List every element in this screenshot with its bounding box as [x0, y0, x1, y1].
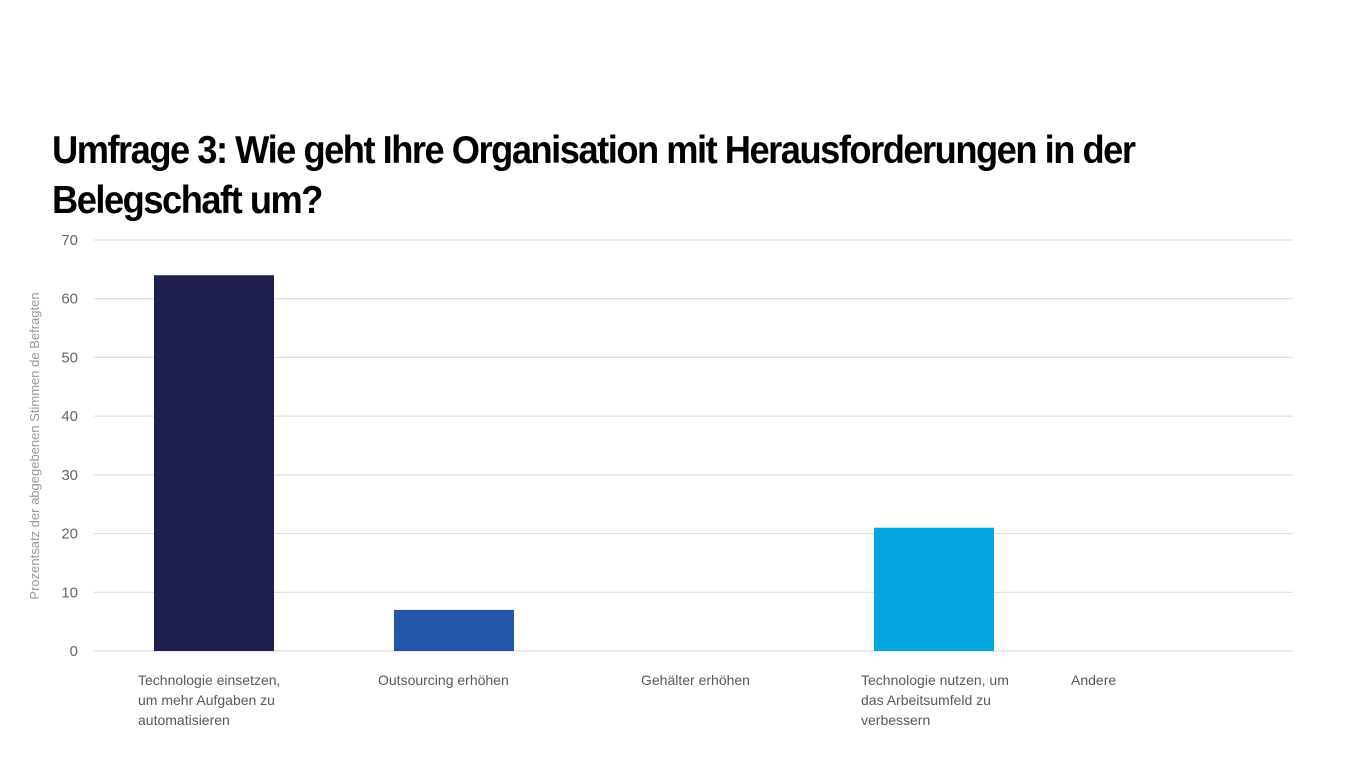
- x-category-label: Andere: [1071, 672, 1116, 688]
- y-tick-label: 20: [61, 526, 78, 543]
- x-category-label-line: Outsourcing erhöhen: [378, 672, 509, 688]
- x-category-label-line: das Arbeitsumfeld zu: [861, 692, 991, 708]
- y-tick-label: 50: [61, 349, 78, 366]
- bar-1: [154, 275, 274, 651]
- y-tick-label: 0: [70, 643, 78, 660]
- x-category-label-line: Technologie nutzen, um: [861, 672, 1009, 688]
- x-category-label-line: verbessern: [861, 712, 930, 728]
- y-axis-title: Prozentsatz der abgegebenen Stimmen de B…: [27, 292, 42, 599]
- bar-2: [394, 609, 514, 651]
- x-category-label-line: Technologie einsetzen,: [138, 672, 280, 688]
- x-category-label: Technologie einsetzen, um mehr Aufgaben z…: [138, 672, 280, 728]
- y-tick-label: 60: [61, 291, 78, 308]
- x-category-label: Technologie nutzen, um das Arbeitsumfeld …: [861, 672, 1009, 728]
- y-tick-label: 40: [61, 408, 78, 425]
- chart-title: Umfrage 3: Wie geht Ihre Organisation mi…: [52, 129, 1136, 222]
- x-category-label: Outsourcing erhöhen: [378, 672, 509, 688]
- x-category-label-line: Gehälter erhöhen: [641, 672, 750, 688]
- y-tick-label: 10: [61, 584, 78, 601]
- x-category-label-line: um mehr Aufgaben zu: [138, 692, 275, 708]
- y-axis-ticks: 0 10 20 30 40 50 60 70: [61, 232, 78, 660]
- bars: [154, 275, 994, 651]
- gridlines: [94, 239, 1293, 652]
- x-category-label: Gehälter erhöhen: [641, 672, 750, 688]
- x-category-label-line: Andere: [1071, 672, 1116, 688]
- bar-4: [874, 527, 994, 651]
- x-category-label-line: automatisieren: [138, 712, 230, 728]
- y-tick-label: 30: [61, 467, 78, 484]
- x-axis-category-labels: Technologie einsetzen, um mehr Aufgaben z…: [138, 672, 1116, 728]
- y-tick-label: 70: [61, 232, 78, 249]
